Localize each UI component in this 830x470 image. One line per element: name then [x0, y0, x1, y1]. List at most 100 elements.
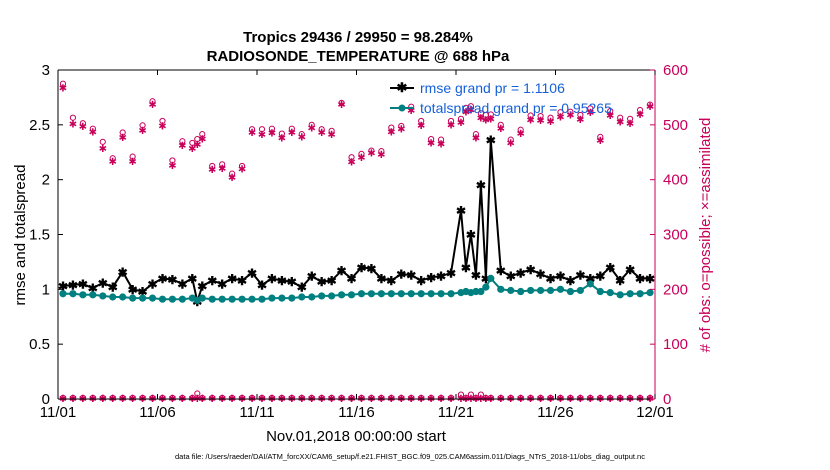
obs-assimilated-point: ✱ [288, 128, 296, 139]
obs-possible-low-point [408, 394, 415, 402]
obs-possible-low-point [159, 394, 166, 402]
obs-possible-point [298, 131, 305, 138]
obs-assimilated-point: ✱ [337, 100, 345, 111]
y-right-tick-label: 0 [663, 391, 671, 408]
totalspread-point [447, 290, 455, 298]
obs-possible-low-point [597, 394, 604, 402]
totalspread-point [482, 283, 490, 291]
rmse-point: ✱ [307, 270, 317, 284]
totalspread-point [148, 294, 157, 302]
obs-assimilated-point: ✱ [462, 108, 470, 119]
obs-possible-point [199, 131, 206, 138]
obs-assimilated-point: ✱ [437, 139, 445, 150]
rmse-point: ✱ [327, 274, 337, 288]
plot-area [58, 70, 655, 399]
rmse-point: ✱ [88, 282, 98, 296]
totalspread-point [472, 287, 480, 296]
obs-possible-point [646, 101, 654, 108]
obs-assimilated-point: ✱ [556, 113, 564, 124]
y-left-tick-label: 0.5 [29, 336, 50, 353]
obs-possible-point [557, 109, 564, 116]
obs-possible-low-point [507, 394, 514, 402]
x-tick-label: 12/01 [636, 404, 674, 421]
obs-assimilated-point: ✱ [138, 126, 146, 137]
obs-possible-low-point [607, 394, 614, 402]
obs-possible-point [189, 139, 196, 147]
rmse-point: ✱ [257, 278, 267, 292]
obs-possible-point [597, 133, 604, 140]
x-tick-label: 11/01 [40, 404, 76, 421]
rmse-point: ✱ [416, 274, 426, 288]
obs-possible-low-point [189, 394, 196, 402]
obs-possible-low-point [517, 394, 524, 402]
rmse-point: ✱ [536, 267, 546, 281]
obs-possible-point [398, 122, 405, 130]
obs-assimilated-point: ✱ [457, 118, 465, 129]
totalspread-point [487, 274, 495, 282]
y-right-tick-label: 400 [663, 172, 688, 189]
totalspread-point [566, 287, 575, 296]
totalspread-point [427, 290, 435, 298]
totalspread-point [576, 286, 584, 295]
rmse-point: ✱ [187, 272, 197, 286]
obs-possible-low-point [537, 394, 544, 402]
obs-possible-point [278, 130, 285, 137]
obs-possible-point [238, 162, 246, 170]
obs-possible-low-point [258, 394, 266, 402]
obs-possible-point [567, 108, 574, 115]
obs-assimilated-point: ✱ [218, 164, 226, 175]
rmse-point: ✱ [287, 275, 297, 289]
y-right-tick-label: 500 [663, 117, 688, 134]
legend-rmse-marker: ✱ [397, 80, 408, 95]
obs-possible-point [59, 80, 67, 87]
rmse-point: ✱ [58, 280, 68, 294]
obs-possible-low-point [268, 394, 276, 402]
totalspread-point [168, 295, 177, 303]
rmse-point: ✱ [496, 264, 506, 278]
rmse-point: ✱ [297, 281, 307, 295]
rmse-point: ✱ [366, 262, 376, 276]
rmse-point: ✱ [267, 272, 277, 286]
obs-possible-point [418, 117, 425, 125]
obs-possible-low-point [378, 394, 385, 402]
obs-assimilated-point: ✱ [487, 114, 495, 125]
obs-assimilated-point: ✱ [268, 129, 276, 140]
y-right-tick-label: 600 [663, 62, 688, 79]
y-left-tick-label: 1.5 [29, 227, 50, 244]
obs-possible-low-point [567, 394, 574, 402]
obs-assimilated-point: ✱ [357, 153, 365, 164]
obs-possible-low-point [338, 394, 345, 402]
rmse-point: ✱ [217, 277, 227, 291]
obs-possible-point [457, 115, 465, 122]
legend-spread-marker [398, 104, 406, 112]
obs-possible-point [99, 138, 106, 145]
x-tick-label: 11/26 [537, 404, 573, 421]
totalspread-point [238, 295, 246, 303]
totalspread-point [417, 290, 425, 298]
x-tick-label: 11/06 [139, 404, 175, 421]
totalspread-point [556, 285, 565, 293]
obs-possible-low-point [368, 394, 375, 402]
rmse-point: ✱ [645, 272, 655, 286]
obs-possible-low-point [646, 394, 654, 402]
totalspread-point [99, 292, 107, 300]
totalspread-point [517, 287, 525, 296]
obs-assimilated-point: ✱ [626, 119, 634, 130]
obs-assimilated-point: ✱ [178, 141, 186, 152]
obs-assimilated-point: ✱ [79, 122, 87, 133]
obs-possible-point [577, 111, 584, 119]
obs-possible-point [159, 117, 166, 125]
obs-possible-low-point [418, 394, 425, 402]
y-left-tick-label: 0 [42, 391, 50, 408]
totalspread-point [109, 293, 117, 301]
rmse-point: ✱ [138, 285, 148, 299]
obs-possible-point [169, 157, 176, 164]
y-left-tick-label: 2.5 [29, 117, 50, 134]
totalspread-point [407, 290, 415, 298]
y-right-tick-label: 300 [663, 227, 688, 244]
rmse-point: ✱ [337, 264, 347, 278]
obs-possible-point [219, 161, 226, 168]
obs-possible-low-point [557, 394, 564, 402]
totalspread-point [507, 286, 515, 295]
obs-assimilated-point: ✱ [317, 128, 325, 139]
